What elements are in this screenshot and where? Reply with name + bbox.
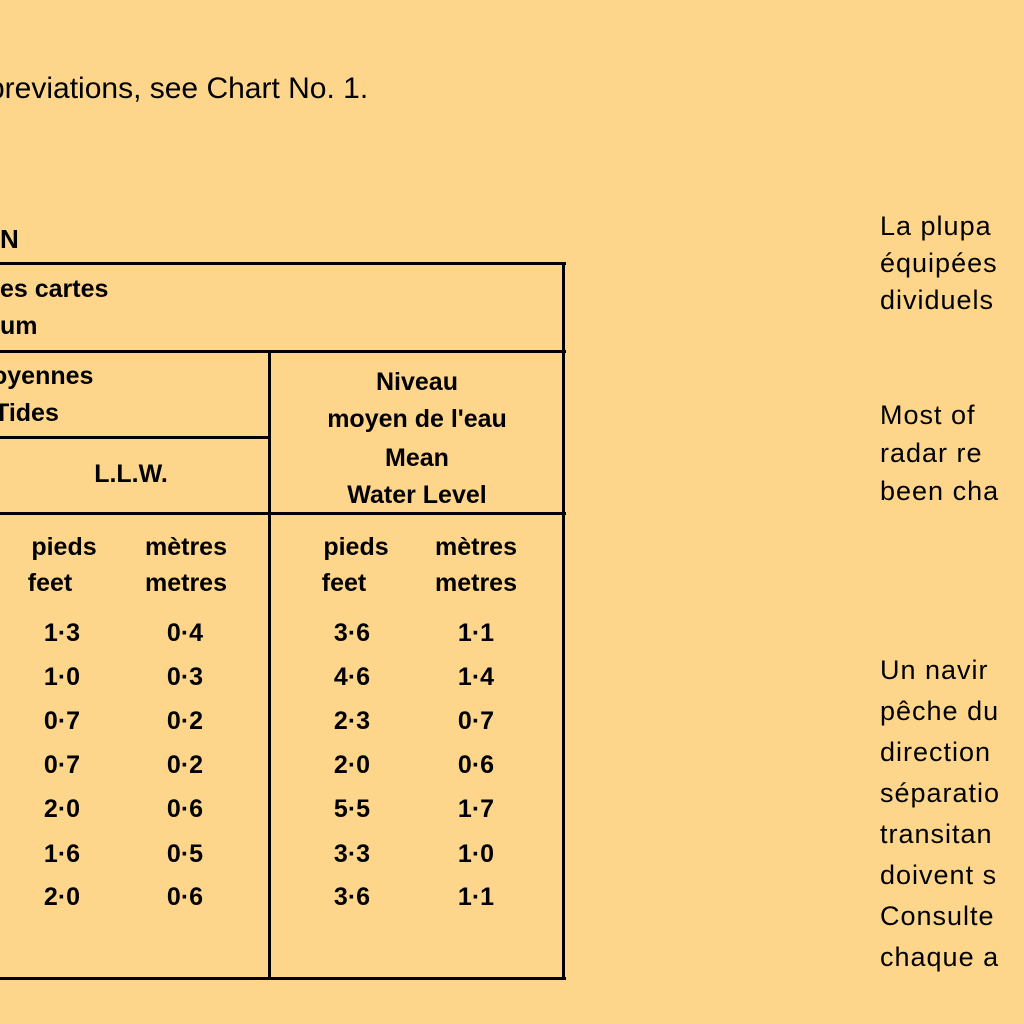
right-paragraph-2: Most of radar re been cha [880,396,999,510]
header-top-line-1: es cartes [0,275,109,303]
right-paragraph-2-line: been cha [880,476,1000,506]
right-paragraph-1: La plupa équipées dividuels [880,207,998,318]
mwl-metres-value: 1·1 [457,619,495,647]
table-right-border [562,262,565,980]
llw-metres-value: 0·6 [166,883,204,911]
mwl-metres-value: 1·0 [457,840,495,868]
table-top-border [0,262,566,265]
header-tides-line-1: oyennes [0,362,94,390]
abbreviations-note: breviations, see Chart No. 1. [0,72,369,105]
right-paragraph-3-line: chaque a [880,942,1000,972]
llw-feet-value: 1·6 [43,840,81,868]
llw-feet-value: 2·0 [43,883,81,911]
llw-metres-head-en: metres [145,569,227,597]
llw-feet-head-fr: pieds [31,533,97,561]
llw-metres-value: 0·2 [166,751,204,779]
column-heads-divider [0,512,566,515]
llw-feet-head-en: feet [27,569,73,597]
mwl-metres-value: 1·1 [457,883,495,911]
section-heading: N [0,224,19,254]
right-paragraph-2-line: radar re [880,438,983,468]
right-paragraph-3-line: direction [880,737,992,767]
llw-metres-value: 0·4 [166,619,204,647]
right-paragraph-3-line: séparatio [880,778,1001,808]
mwl-feet-value: 5·5 [333,795,371,823]
header-divider [0,350,566,353]
llw-feet-value: 1·3 [43,619,81,647]
right-paragraph-2-line: Most of [880,400,976,430]
llw-metres-value: 0·2 [166,707,204,735]
mwl-metres-value: 0·7 [457,707,495,735]
llw-feet-value: 1·0 [43,663,81,691]
llw-metres-head-fr: mètres [145,533,227,561]
mwl-feet-value: 2·0 [333,751,371,779]
header-tides-line-2: Tides [0,399,59,427]
mwl-metres-head-en: metres [435,569,517,597]
mwl-label-line-2: moyen de l'eau [327,405,507,433]
right-paragraph-3: Un navir pêche du direction séparatio tr… [880,650,1000,978]
mwl-feet-value: 3·3 [333,840,371,868]
column-divider [268,350,271,980]
mwl-feet-head-en: feet [321,569,367,597]
mwl-metres-head-fr: mètres [435,533,517,561]
mwl-metres-value: 1·7 [457,795,495,823]
right-paragraph-1-line: La plupa [880,211,992,241]
header-top-line-2: um [0,312,38,340]
tides-divider [0,436,270,439]
right-paragraph-3-line: Consulte [880,901,995,931]
mwl-feet-value: 3·6 [333,619,371,647]
right-paragraph-3-line: Un navir [880,655,989,685]
mwl-feet-value: 3·6 [333,883,371,911]
mwl-label-line-1: Niveau [376,368,458,396]
right-paragraph-1-line: dividuels [880,285,995,315]
llw-metres-value: 0·6 [166,795,204,823]
llw-feet-value: 2·0 [43,795,81,823]
mwl-feet-value: 4·6 [333,663,371,691]
mwl-label-line-4: Water Level [347,481,487,509]
llw-metres-value: 0·5 [166,840,204,868]
right-paragraph-3-line: transitan [880,819,993,849]
mwl-metres-value: 1·4 [457,663,495,691]
right-paragraph-1-line: équipées [880,248,998,278]
llw-feet-value: 0·7 [43,751,81,779]
mwl-feet-head-fr: pieds [323,533,389,561]
right-paragraph-3-line: doivent s [880,860,998,890]
mwl-metres-value: 0·6 [457,751,495,779]
table-bottom-border [0,977,566,980]
llw-metres-value: 0·3 [166,663,204,691]
mwl-feet-value: 2·3 [333,707,371,735]
llw-label: L.L.W. [94,460,168,488]
mwl-label-line-3: Mean [385,444,449,472]
llw-feet-value: 0·7 [43,707,81,735]
right-paragraph-3-line: pêche du [880,696,1000,726]
